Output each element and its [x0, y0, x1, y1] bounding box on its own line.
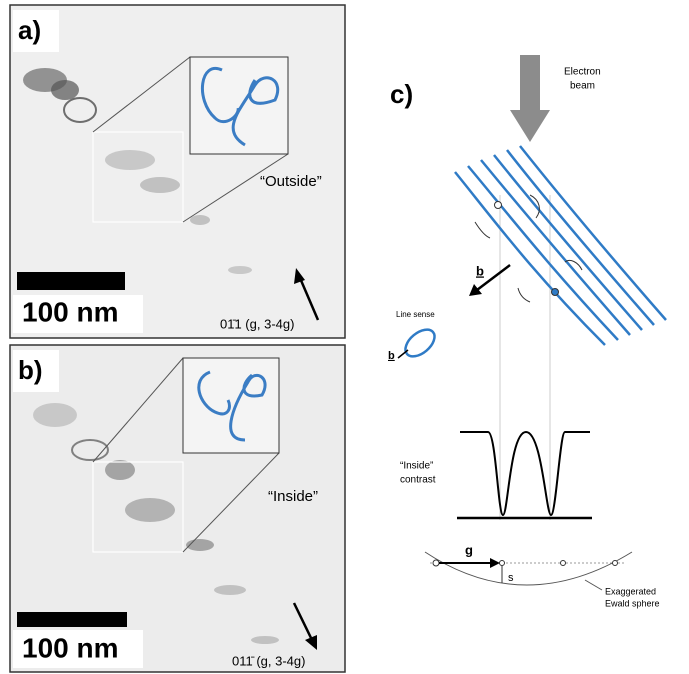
ewald-sphere: [425, 552, 632, 585]
reciprocal-point: [561, 561, 566, 566]
contrast-label: contrast: [400, 475, 436, 486]
dislocation-lines: [455, 146, 666, 345]
scale-label: 100 nm: [22, 632, 119, 663]
contrast-profile: [460, 432, 590, 515]
panel-c: c) Electron beam b Line sense b “Inside”…: [388, 55, 666, 608]
reciprocal-point: [433, 560, 439, 566]
arrow-head: [469, 284, 482, 296]
loop: [401, 324, 440, 361]
s-label: s: [508, 572, 514, 584]
figure: a) 100 nm “Outside” 01̄1 (g, 3-4g) b) 10…: [0, 0, 689, 674]
direction-label: 01̄1 (g, 3-4g): [220, 316, 294, 331]
burgers-label: b: [476, 263, 484, 278]
intersection: [552, 289, 559, 296]
annotation: “Outside”: [260, 173, 322, 190]
leader-line: [585, 580, 602, 590]
arrow-head: [490, 558, 500, 568]
panel-label: a): [18, 15, 41, 45]
panel-a: a) 100 nm “Outside” 01̄1 (g, 3-4g): [10, 5, 345, 338]
beam-label: Electron: [564, 67, 601, 78]
reciprocal-point: [613, 561, 618, 566]
beam-label: beam: [570, 81, 595, 92]
burgers-label: b: [388, 350, 395, 362]
rotation-arrows: [475, 195, 582, 302]
g-label: g: [465, 542, 473, 557]
panel-label: c): [390, 79, 413, 109]
direction-label: 011̄ (g, 3-4g): [232, 653, 305, 668]
scale-bar: [17, 272, 125, 290]
intersection: [495, 202, 502, 209]
scale-bar: [17, 612, 127, 627]
annotation: “Inside”: [268, 488, 318, 505]
panel-b: b) 100 nm “Inside” 011̄ (g, 3-4g): [10, 345, 345, 672]
scale-label: 100 nm: [22, 296, 119, 327]
ewald-label: Exaggerated: [605, 586, 656, 596]
contrast-label: “Inside”: [400, 461, 433, 472]
reciprocal-point: [500, 561, 505, 566]
line-sense-label: Line sense: [396, 310, 435, 319]
ewald-label: Ewald sphere: [605, 598, 660, 608]
panel-label: b): [18, 355, 43, 385]
beam-arrow-head: [510, 110, 550, 142]
beam-arrow: [520, 55, 540, 110]
